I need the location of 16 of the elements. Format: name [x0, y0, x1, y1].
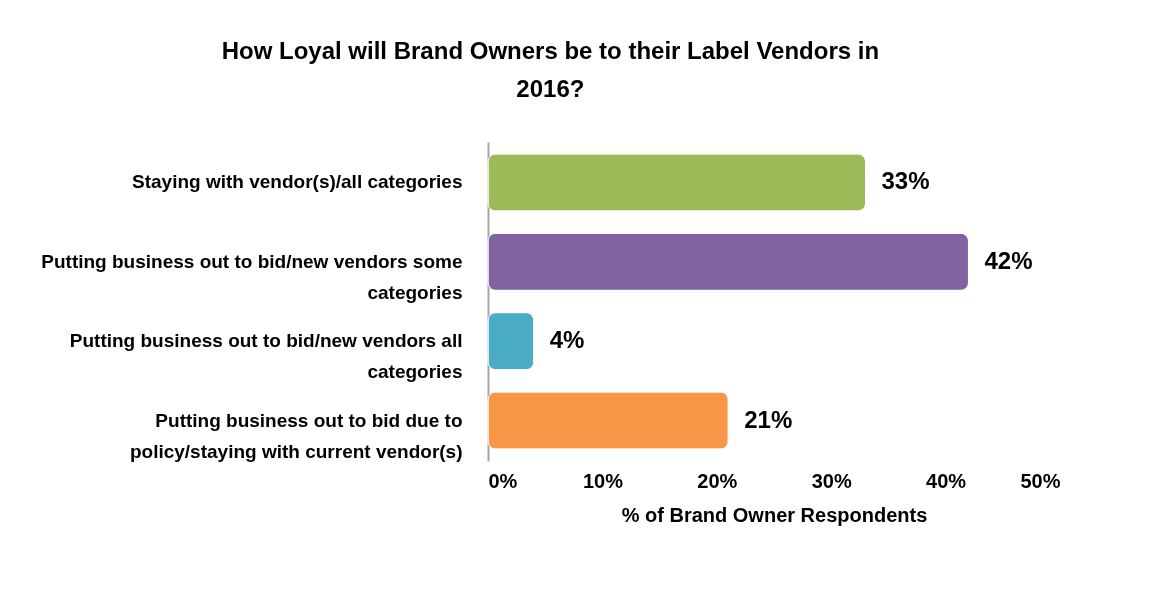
x-tick-label: 30% [811, 469, 852, 492]
y-tick-label: Putting business out to bid/new vendors some categories [41, 250, 463, 303]
x-axis-title: % of Brand Owner Respondents [621, 503, 928, 526]
x-tick-label: 10% [582, 469, 624, 492]
x-tick-label: 20% [697, 469, 738, 492]
y-tick-label: Staying with vendor(s)/all categories [132, 171, 463, 193]
x-tick-label: 0% [488, 469, 518, 492]
data-label: 33% [881, 167, 930, 195]
data-label: 21% [744, 405, 793, 433]
y-tick-label: Putting business out to bid due to policy/staying with current vendor(s) [129, 409, 463, 462]
data-label: 4% [549, 326, 585, 354]
y-tick-label: Putting business out to bid/new vendors all categories [69, 330, 463, 383]
x-tick-label: 40% [926, 469, 967, 492]
data-label: 42% [984, 246, 1033, 274]
x-tick-label: 50% [1020, 469, 1061, 492]
chart-title: How Loyal will Brand Owners be to their Label Vendors in 2016? [221, 37, 880, 102]
